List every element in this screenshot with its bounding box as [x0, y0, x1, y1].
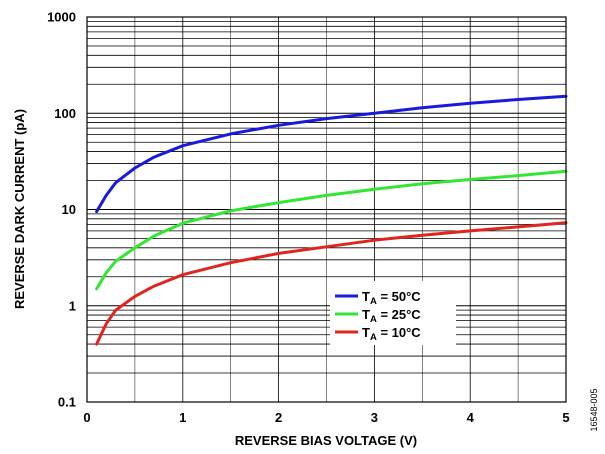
grid: [87, 17, 566, 402]
y-tick-label: 1000: [47, 10, 76, 25]
figure-id: 16548-005: [589, 388, 599, 431]
legend-label: TA = 10°C: [362, 325, 421, 343]
x-tick-label: 4: [467, 410, 475, 425]
series-lines: [95, 94, 568, 346]
legend-label: TA = 50°C: [362, 289, 421, 307]
x-axis-title: REVERSE BIAS VOLTAGE (V): [235, 433, 417, 448]
y-axis-title: REVERSE DARK CURRENT (pA): [12, 109, 27, 309]
y-tick-label: 100: [54, 106, 76, 121]
series-line-1: [95, 94, 568, 214]
tick-labels: 0 1 2 3 4 5 0.1 1 10 100 1000: [47, 10, 570, 426]
legend: TA = 50°CTA = 25°CTA = 10°C: [330, 281, 456, 345]
legend-label: TA = 25°C: [362, 307, 421, 325]
series-line-2: [95, 169, 568, 291]
series-line-3: [95, 221, 568, 346]
y-tick-label: 0.1: [58, 395, 76, 410]
y-tick-label: 10: [62, 202, 76, 217]
x-tick-label: 5: [562, 410, 569, 425]
x-tick-label: 3: [371, 410, 378, 425]
x-tick-label: 1: [179, 410, 186, 425]
x-tick-label: 2: [275, 410, 282, 425]
x-tick-label: 0: [83, 410, 90, 425]
y-tick-label: 1: [69, 298, 76, 313]
plot-frame: [86, 16, 567, 403]
